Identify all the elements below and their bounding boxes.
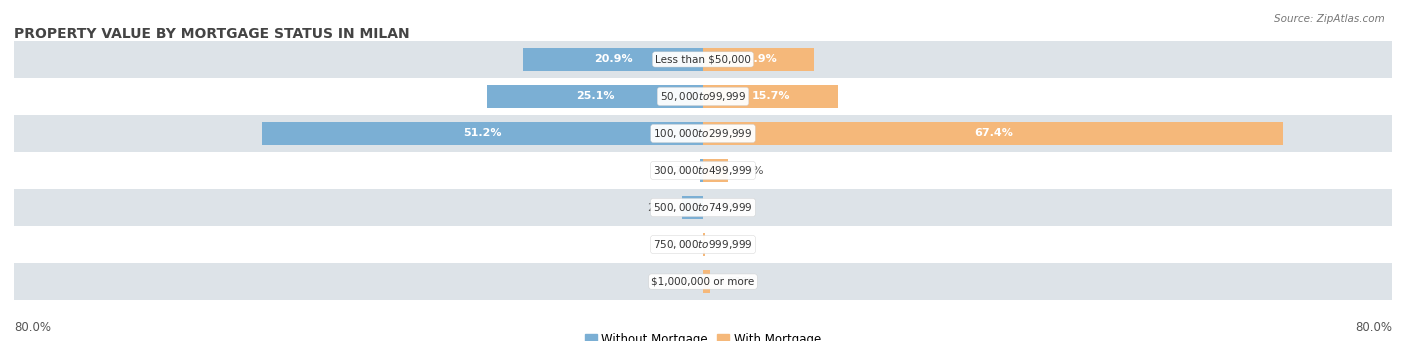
Bar [700,159,703,182]
Text: 80.0%: 80.0% [1355,321,1392,334]
Bar [703,159,728,182]
Text: 2.9%: 2.9% [735,165,763,176]
Text: 67.4%: 67.4% [974,129,1012,138]
Text: PROPERTY VALUE BY MORTGAGE STATUS IN MILAN: PROPERTY VALUE BY MORTGAGE STATUS IN MIL… [14,27,409,41]
Text: 25.1%: 25.1% [575,91,614,102]
Text: $50,000 to $99,999: $50,000 to $99,999 [659,90,747,103]
Text: 51.2%: 51.2% [464,129,502,138]
Text: 0.0%: 0.0% [710,203,738,212]
Bar [682,196,703,219]
Bar [262,122,703,145]
Bar [14,263,1392,300]
Text: 0.27%: 0.27% [713,239,748,250]
Bar [14,152,1392,189]
Bar [14,78,1392,115]
Text: 0.37%: 0.37% [658,165,693,176]
Bar [703,48,814,71]
Bar [14,226,1392,263]
Bar [14,189,1392,226]
Bar [703,122,1284,145]
Text: 12.9%: 12.9% [740,55,778,64]
Text: 0.0%: 0.0% [668,239,696,250]
Text: 80.0%: 80.0% [14,321,51,334]
Bar [14,115,1392,152]
Text: $1,000,000 or more: $1,000,000 or more [651,277,755,286]
Bar [703,270,710,293]
Bar [523,48,703,71]
Legend: Without Mortgage, With Mortgage: Without Mortgage, With Mortgage [581,329,825,341]
Bar [703,233,706,256]
Text: 0.81%: 0.81% [717,277,752,286]
Text: 20.9%: 20.9% [593,55,633,64]
Text: 0.0%: 0.0% [668,277,696,286]
Bar [14,41,1392,78]
Text: $100,000 to $299,999: $100,000 to $299,999 [654,127,752,140]
Text: $500,000 to $749,999: $500,000 to $749,999 [654,201,752,214]
Text: 15.7%: 15.7% [751,91,790,102]
Text: 2.4%: 2.4% [647,203,675,212]
Text: Source: ZipAtlas.com: Source: ZipAtlas.com [1274,14,1385,24]
Text: $300,000 to $499,999: $300,000 to $499,999 [654,164,752,177]
Bar [703,85,838,108]
Text: $750,000 to $999,999: $750,000 to $999,999 [654,238,752,251]
Bar [486,85,703,108]
Text: Less than $50,000: Less than $50,000 [655,55,751,64]
